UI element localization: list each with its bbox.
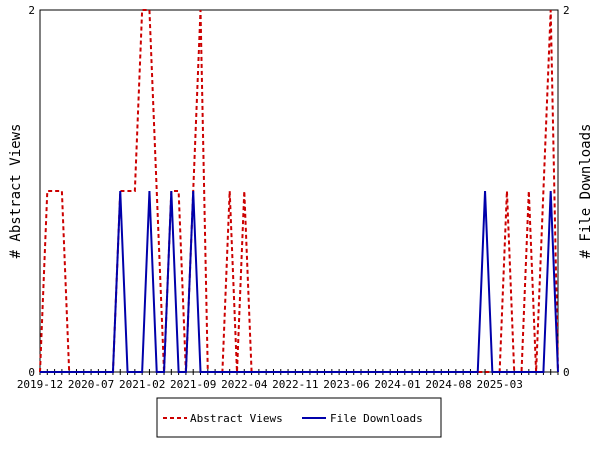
plot-area [39,9,559,373]
x-tick-label: 2019-12 [17,378,63,391]
x-tick-label: 2021-02 [119,378,165,391]
right-axis-title: # File Downloads [578,124,594,259]
x-tick-label: 2020-07 [68,378,114,391]
legend-box [156,397,442,438]
legend: Abstract Views File Downloads [156,397,442,438]
x-tick-label: 2024-08 [425,378,471,391]
x-tick-label: 2022-11 [272,378,318,391]
left-ytick-max: 2 [28,4,35,17]
legend-label-file-downloads: File Downloads [330,412,423,425]
x-tick-label: 2022-04 [221,378,268,391]
right-ytick-max: 2 [563,4,570,17]
series-line-file-downloads [40,190,559,373]
left-axis-title: # Abstract Views [8,124,24,259]
x-tick-label: 2024-01 [374,378,420,391]
right-ytick-min: 0 [563,366,570,379]
x-tick-label: 2023-06 [323,378,369,391]
left-ytick-min: 0 [28,366,35,379]
x-tick-label: 2025-03 [476,378,522,391]
x-axis-labels: 2019-12 2020-07 2021-02 2021-09 2022-04 2022-… [17,378,523,391]
legend-label-abstract-views: Abstract Views [190,412,283,425]
series-group [39,9,559,373]
x-tick-label: 2021-09 [170,378,216,391]
